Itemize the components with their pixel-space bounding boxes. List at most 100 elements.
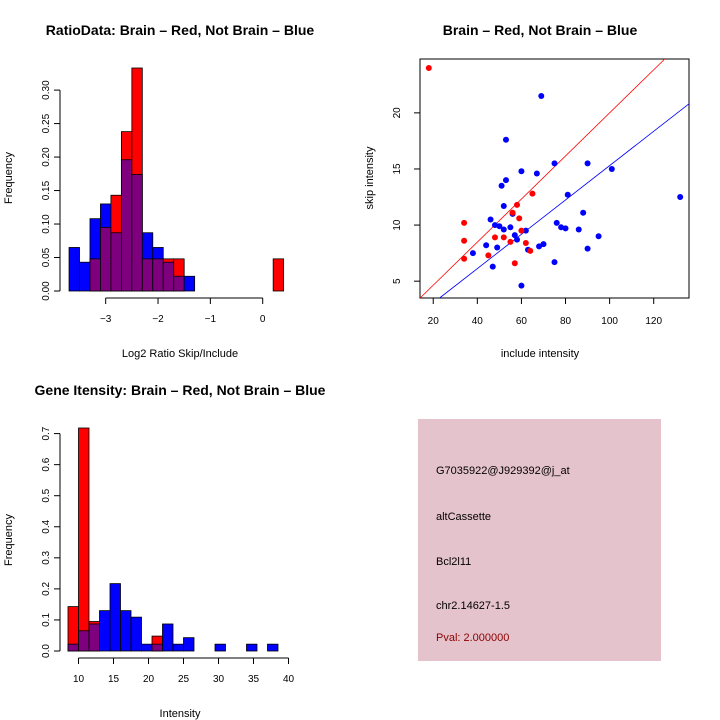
not-brain-point [469,250,476,257]
gene-symbol: Bcl2l11 [436,556,472,568]
gene-histogram-xlabel: Intensity [160,708,201,720]
not-brain-point [514,236,521,243]
brain-point [509,209,516,216]
gene-histogram-bars [67,427,279,652]
ratio-histogram-bar [68,247,80,292]
gene-histogram-bar [78,427,90,652]
gene-histogram-overlap-bar [151,643,163,652]
gene-histogram-bar [214,643,226,652]
gene-histogram-panel: Gene Itensity: Brain – Red, Not Brain – … [3,382,326,720]
not-brain-point [507,224,514,231]
gene-histogram-bar [120,610,132,652]
gene-histogram-y-tick-label: 0.0 [41,644,52,658]
ratio-histogram-panel: RatioData: Brain – Red, Not Brain – Blue… [3,22,314,360]
ratio-histogram-ylabel: Frequency [3,152,15,204]
ratio-histogram-overlap-bar [131,174,143,292]
brain-point [491,234,498,241]
scatter-x-tick-label: 20 [428,316,440,327]
brain-point [485,252,492,259]
gene-histogram-y-tick-label: 0.4 [41,519,52,533]
not-brain-point [562,225,569,232]
gene-histogram-bar [99,610,111,652]
gene-histogram-x-tick-label: 15 [108,674,120,685]
scatter-plot-frame [419,58,690,299]
gene-histogram-bar [109,583,121,652]
not-brain-point [584,160,591,167]
not-brain-point [608,165,615,172]
gene-histogram-axes: 10 15 20 25 30 35 40 0.0 0.1 0.2 0.3 0.4 0.5 0.6 0.7 [41,426,294,685]
brain-point [500,234,507,241]
not-brain-point [553,219,560,226]
brain-point [527,247,534,254]
gene-histogram-overlap-bar [78,630,90,652]
gene-histogram-y-tick-label: 0.2 [41,581,52,595]
gene-histogram-x-tick-label: 25 [178,674,190,685]
not-brain-point [677,194,684,201]
gene-histogram-bar [130,616,142,652]
scatter-x-tick-label: 80 [560,316,572,327]
not-brain-point [564,191,571,198]
gene-histogram-title: Gene Itensity: Brain – Red, Not Brain – … [35,382,326,398]
scatter-xlabel: include intensity [501,348,580,360]
not-brain-point [536,243,543,250]
ratio-histogram-xlabel: Log2 Ratio Skip/Include [122,348,238,360]
ratio-histogram-overlap-bar [100,226,112,292]
gene-histogram-y-tick-label: 0.1 [41,613,52,627]
scatter-y-tick-label: 20 [392,107,403,119]
not-brain-point [533,170,540,177]
brain-point [529,190,536,197]
probe-id: G7035922@J929392@j_at [436,465,570,477]
gene-histogram-bar [172,643,184,652]
scatter-x-tick-label: 40 [472,316,484,327]
ratio-histogram-overlap-bar [152,258,164,292]
scatter-axes: 20 40 60 80 100 120 5 10 15 20 [392,107,663,327]
brain-point [461,255,468,262]
scatter-x-tick-label: 120 [645,316,662,327]
not-brain-point [487,216,494,223]
ratio-histogram-bars [68,67,285,292]
pval-text: Pval: 2.000000 [436,632,510,644]
brain-fit-line [419,58,666,299]
genomic-location: chr2.14627-1.5 [436,600,510,612]
ratio-histogram-y-tick-label: 0.05 [41,247,52,267]
scatter-points [425,64,684,289]
gene-histogram-ylabel: Frequency [3,514,15,566]
brain-point [425,64,432,71]
not-brain-point [500,226,507,233]
not-brain-point [595,233,602,240]
gene-histogram-x-tick-label: 35 [248,674,260,685]
scatter-y-tick-label: 15 [392,163,403,175]
gene-histogram-overlap-bar [88,623,100,652]
not-brain-fit-line [439,103,690,299]
brain-point [514,201,521,208]
gene-histogram-x-tick-label: 40 [283,674,295,685]
ratio-histogram-x-tick-label: −1 [205,314,217,325]
not-brain-point [502,177,509,184]
ratio-histogram-bar [79,261,91,292]
gene-histogram-x-tick-label: 10 [73,674,85,685]
gene-histogram-y-tick-label: 0.6 [41,457,52,471]
not-brain-point [502,136,509,143]
not-brain-point [494,244,501,251]
ratio-histogram-axes: −3 −2 −1 0 0.00 0.05 0.10 0.15 0.20 0.25 0.30 [41,80,266,325]
not-brain-point [518,168,525,175]
gene-histogram-bar [162,623,174,652]
brain-point [522,240,529,247]
scatter-y-tick-label: 5 [392,278,403,284]
gene-histogram-x-tick-label: 20 [143,674,155,685]
not-brain-point [511,232,518,239]
scatter-x-tick-label: 100 [601,316,618,327]
ratio-histogram-x-tick-label: −3 [100,314,112,325]
not-brain-point [498,182,505,189]
ratio-histogram-overlap-bar [110,232,122,292]
not-brain-point [518,282,525,289]
ratio-histogram-overlap-bar [141,258,154,292]
ratio-histogram-y-tick-label: 0.15 [41,180,52,200]
ratio-histogram-overlap-bar [162,261,175,292]
not-brain-point [540,241,547,248]
ratio-histogram-bar [183,275,196,292]
not-brain-point [522,227,529,234]
gene-histogram-overlap-bar [67,643,79,652]
ratio-histogram-y-tick-label: 0.30 [41,80,52,100]
